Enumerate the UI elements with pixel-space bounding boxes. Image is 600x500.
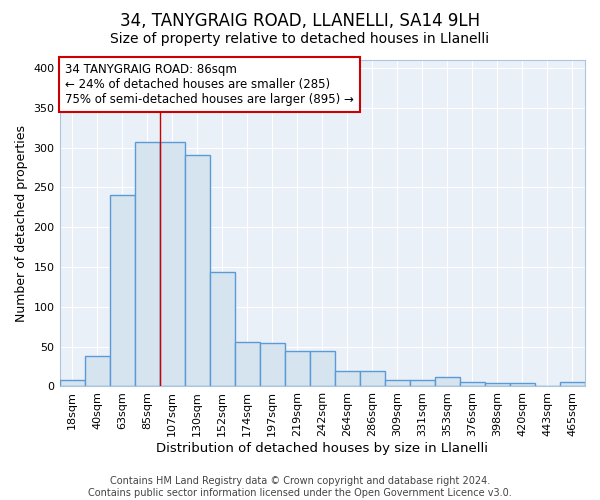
Bar xyxy=(335,370,360,386)
Bar xyxy=(260,342,285,386)
Bar xyxy=(510,384,535,386)
Bar xyxy=(485,384,510,386)
Text: Contains HM Land Registry data © Crown copyright and database right 2024.
Contai: Contains HM Land Registry data © Crown c… xyxy=(88,476,512,498)
Bar xyxy=(185,155,209,386)
Bar xyxy=(85,356,110,386)
Bar xyxy=(59,380,85,386)
Bar xyxy=(209,272,235,386)
Bar xyxy=(110,194,134,386)
Y-axis label: Number of detached properties: Number of detached properties xyxy=(15,124,28,322)
Bar xyxy=(410,380,435,386)
Text: Size of property relative to detached houses in Llanelli: Size of property relative to detached ho… xyxy=(110,32,490,46)
Bar xyxy=(460,382,485,386)
Text: 34 TANYGRAIG ROAD: 86sqm
← 24% of detached houses are smaller (285)
75% of semi-: 34 TANYGRAIG ROAD: 86sqm ← 24% of detach… xyxy=(65,64,353,106)
Text: 34, TANYGRAIG ROAD, LLANELLI, SA14 9LH: 34, TANYGRAIG ROAD, LLANELLI, SA14 9LH xyxy=(120,12,480,30)
Bar xyxy=(160,142,185,386)
Bar xyxy=(285,350,310,386)
Bar xyxy=(360,370,385,386)
X-axis label: Distribution of detached houses by size in Llanelli: Distribution of detached houses by size … xyxy=(156,442,488,455)
Bar xyxy=(134,142,160,386)
Bar xyxy=(310,350,335,386)
Bar xyxy=(435,377,460,386)
Bar xyxy=(385,380,410,386)
Bar xyxy=(560,382,585,386)
Bar xyxy=(235,342,260,386)
